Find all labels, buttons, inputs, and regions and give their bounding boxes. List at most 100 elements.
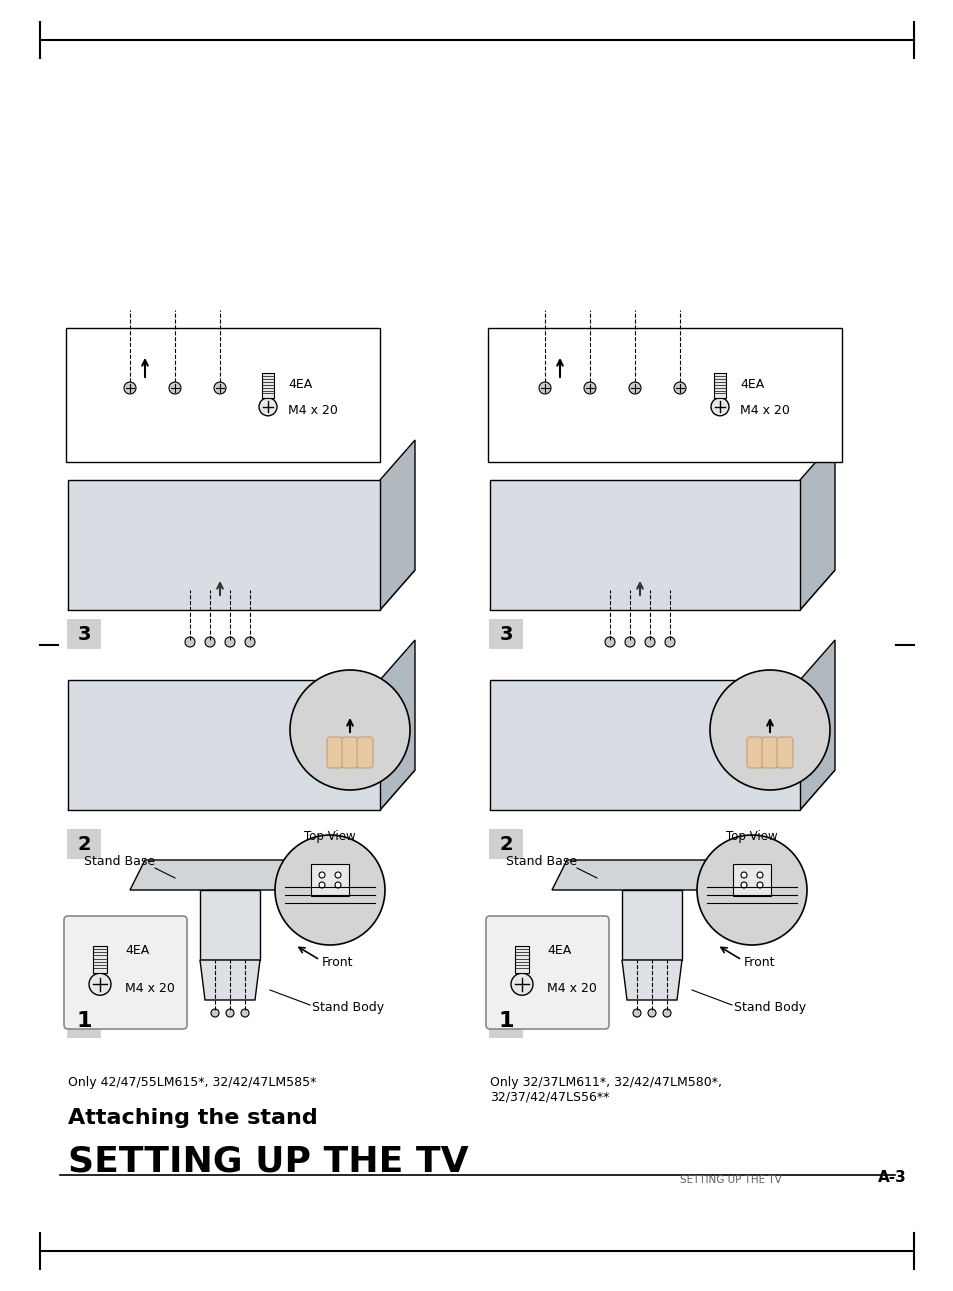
Text: M4 x 20: M4 x 20 [288, 404, 337, 417]
Text: Stand Body: Stand Body [312, 1001, 384, 1013]
Circle shape [211, 1010, 219, 1017]
FancyBboxPatch shape [341, 737, 357, 768]
Polygon shape [130, 860, 310, 889]
Text: Front: Front [743, 957, 775, 970]
Text: M4 x 20: M4 x 20 [740, 404, 789, 417]
Text: Top View: Top View [725, 830, 777, 843]
Text: SETTING UP THE TV: SETTING UP THE TV [68, 1145, 468, 1179]
FancyBboxPatch shape [262, 373, 274, 398]
FancyBboxPatch shape [761, 737, 778, 768]
Circle shape [740, 871, 746, 878]
FancyBboxPatch shape [746, 737, 762, 768]
Circle shape [226, 1010, 233, 1017]
FancyBboxPatch shape [356, 737, 373, 768]
Polygon shape [200, 961, 260, 1001]
FancyBboxPatch shape [489, 1004, 522, 1038]
FancyBboxPatch shape [732, 864, 770, 896]
Text: Stand Base: Stand Base [506, 855, 577, 868]
Text: Attaching the stand: Attaching the stand [68, 1108, 317, 1128]
Text: 3: 3 [77, 625, 91, 643]
Polygon shape [490, 571, 834, 611]
Polygon shape [379, 640, 415, 809]
Circle shape [624, 636, 635, 647]
Circle shape [673, 382, 685, 394]
FancyBboxPatch shape [488, 328, 841, 462]
Text: Only 32/37LM611*, 32/42/47LM580*,
32/37/42/47LS56**: Only 32/37LM611*, 32/42/47LM580*, 32/37/… [490, 1075, 721, 1104]
Circle shape [604, 636, 615, 647]
Circle shape [538, 382, 551, 394]
FancyBboxPatch shape [67, 829, 101, 859]
Circle shape [633, 1010, 640, 1017]
Circle shape [241, 1010, 249, 1017]
Text: Top View: Top View [304, 830, 355, 843]
Circle shape [318, 882, 325, 888]
Polygon shape [552, 860, 731, 889]
Polygon shape [490, 769, 834, 809]
Text: 2: 2 [498, 834, 513, 853]
Polygon shape [68, 480, 379, 611]
Circle shape [740, 882, 746, 888]
Circle shape [258, 398, 276, 416]
FancyBboxPatch shape [64, 917, 187, 1029]
Text: Front: Front [322, 957, 354, 970]
Circle shape [335, 871, 340, 878]
Polygon shape [800, 640, 834, 809]
Circle shape [274, 835, 385, 945]
Text: 4EA: 4EA [125, 944, 149, 957]
Polygon shape [490, 480, 800, 611]
Circle shape [710, 398, 728, 416]
Polygon shape [621, 889, 681, 961]
Text: 4EA: 4EA [288, 378, 312, 391]
Circle shape [644, 636, 655, 647]
Circle shape [169, 382, 181, 394]
Text: Only 42/47/55LM615*, 32/42/47LM585*: Only 42/47/55LM615*, 32/42/47LM585* [68, 1075, 316, 1090]
Text: 2: 2 [77, 834, 91, 853]
Text: A-3: A-3 [877, 1170, 905, 1185]
Circle shape [757, 882, 762, 888]
Text: 4EA: 4EA [740, 378, 763, 391]
FancyBboxPatch shape [311, 864, 349, 896]
Circle shape [124, 382, 136, 394]
Text: M4 x 20: M4 x 20 [125, 981, 174, 994]
Circle shape [89, 973, 111, 995]
Polygon shape [379, 440, 415, 611]
Circle shape [290, 670, 410, 790]
Text: SETTING UP THE TV: SETTING UP THE TV [679, 1175, 781, 1185]
FancyBboxPatch shape [92, 946, 107, 973]
Circle shape [662, 1010, 670, 1017]
Polygon shape [800, 440, 834, 611]
Polygon shape [68, 571, 415, 611]
Circle shape [185, 636, 194, 647]
Circle shape [335, 882, 340, 888]
Circle shape [647, 1010, 656, 1017]
Circle shape [628, 382, 640, 394]
FancyBboxPatch shape [776, 737, 792, 768]
FancyBboxPatch shape [67, 1004, 101, 1038]
Text: Stand Body: Stand Body [733, 1001, 805, 1013]
FancyBboxPatch shape [489, 618, 522, 649]
Polygon shape [621, 961, 681, 1001]
Circle shape [318, 871, 325, 878]
Polygon shape [68, 769, 415, 809]
Text: 3: 3 [498, 625, 512, 643]
Text: 1: 1 [497, 1011, 514, 1032]
Text: M4 x 20: M4 x 20 [546, 981, 597, 994]
FancyBboxPatch shape [515, 946, 529, 973]
Circle shape [225, 636, 234, 647]
Text: 4EA: 4EA [546, 944, 571, 957]
FancyBboxPatch shape [67, 618, 101, 649]
Circle shape [205, 636, 214, 647]
Circle shape [757, 871, 762, 878]
Polygon shape [200, 889, 260, 961]
FancyBboxPatch shape [714, 373, 725, 398]
Circle shape [709, 670, 829, 790]
FancyBboxPatch shape [327, 737, 343, 768]
Circle shape [697, 835, 806, 945]
Circle shape [213, 382, 226, 394]
Circle shape [583, 382, 596, 394]
Text: 1: 1 [76, 1011, 91, 1032]
Polygon shape [68, 680, 379, 809]
FancyBboxPatch shape [485, 917, 608, 1029]
FancyBboxPatch shape [66, 328, 379, 462]
FancyBboxPatch shape [489, 829, 522, 859]
